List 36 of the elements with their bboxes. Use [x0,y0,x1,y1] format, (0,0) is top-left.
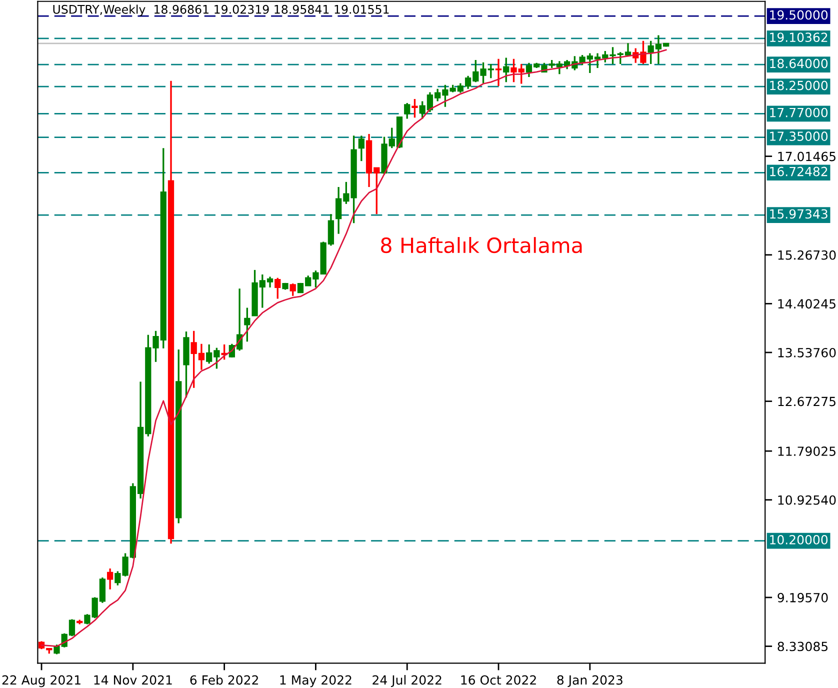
candlestick [503,56,510,83]
annotation: 8 Haftalık Ortalama [380,237,582,254]
y-tick-label: 14.40245 [778,299,836,309]
candlestick [274,277,281,300]
x-tick-label: 6 Feb 2022 [190,675,258,685]
candlestick [412,98,418,118]
ref-line-label: 10.20000 [770,534,828,544]
x-tick-label: 16 Oct 2022 [461,675,536,685]
candlestick [358,134,364,162]
ref-line-label: 19.50000 [770,10,828,20]
y-tick-label: 9.19570 [778,592,828,602]
x-tick-label: 8 Jan 2023 [557,675,622,688]
y-tick-label: 13.53760 [778,348,836,358]
y-tick-label: 15.26730 [778,250,836,260]
ref-line-label: 17.77000 [770,108,828,118]
candlestick [107,568,114,590]
y-tick-label: 8.33085 [778,642,828,652]
ref-line-label: 16.72482 [770,166,828,176]
candlestick [495,58,502,87]
x-tick-label: 1 May 2022 [280,675,352,688]
ref-line-label: 19.10362 [770,32,828,42]
x-tick-label: 22 Aug 2021 [2,675,80,688]
ref-line-label: 18.25000 [770,80,828,90]
candlestick [244,306,250,342]
x-tick-label: 14 Nov 2021 [94,675,172,685]
candlestick [404,102,410,120]
y-tick-label: 10.92540 [778,495,836,505]
ref-line-label: 15.97343 [770,209,828,219]
chart-title: USDTRY,Weekly 18.96861 19.02319 18.95841 19.01551 [53,4,389,16]
y-tick-label: 12.67275 [778,396,836,406]
ref-line-label: 17.35000 [770,132,828,141]
candlestick [290,282,296,297]
x-tick-label: 24 Jul 2022 [372,675,442,688]
y-tick-label: 17.01465 [778,152,836,162]
y-tick-label: 11.79025 [778,446,836,456]
ref-line-label: 18.64000 [770,58,828,68]
